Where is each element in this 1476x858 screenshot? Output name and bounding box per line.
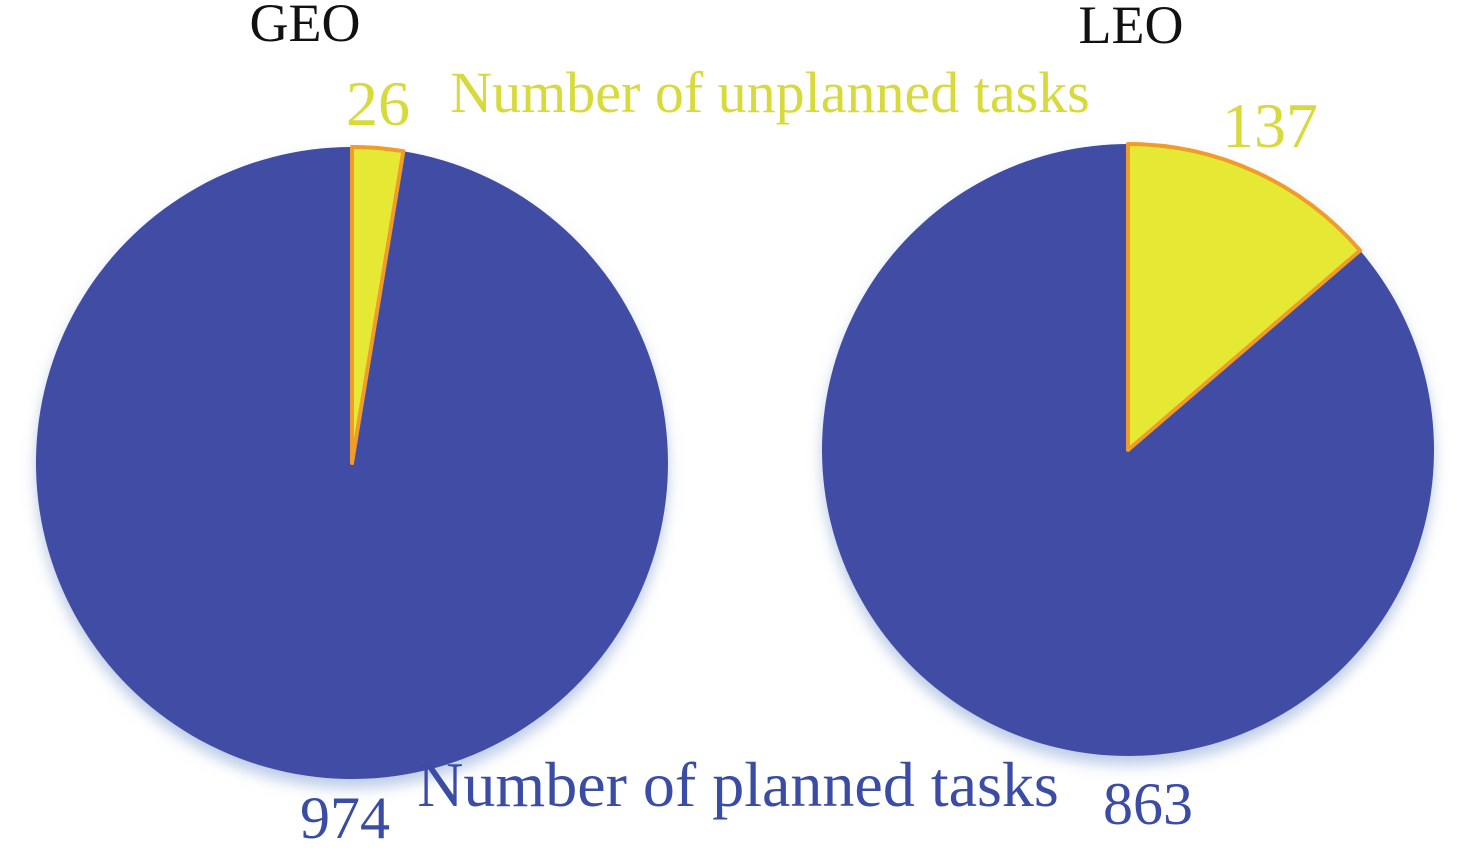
planned-count-geo: 974 xyxy=(300,785,390,851)
unplanned-count-geo: 26 xyxy=(346,68,410,139)
planned-legend-label: Number of planned tasks xyxy=(417,749,1059,820)
pie-slice-unplanned xyxy=(1126,142,1363,452)
planned-count-leo: 863 xyxy=(1103,771,1193,837)
pie-geo xyxy=(35,145,668,780)
pie-slice-unplanned xyxy=(350,145,406,465)
unplanned-count-leo: 137 xyxy=(1222,90,1318,161)
pie-leo xyxy=(822,142,1435,756)
unplanned-legend-label: Number of unplanned tasks xyxy=(450,60,1090,125)
pie-title-leo: LEO xyxy=(1078,0,1184,55)
pie-title-geo: GEO xyxy=(249,0,361,53)
